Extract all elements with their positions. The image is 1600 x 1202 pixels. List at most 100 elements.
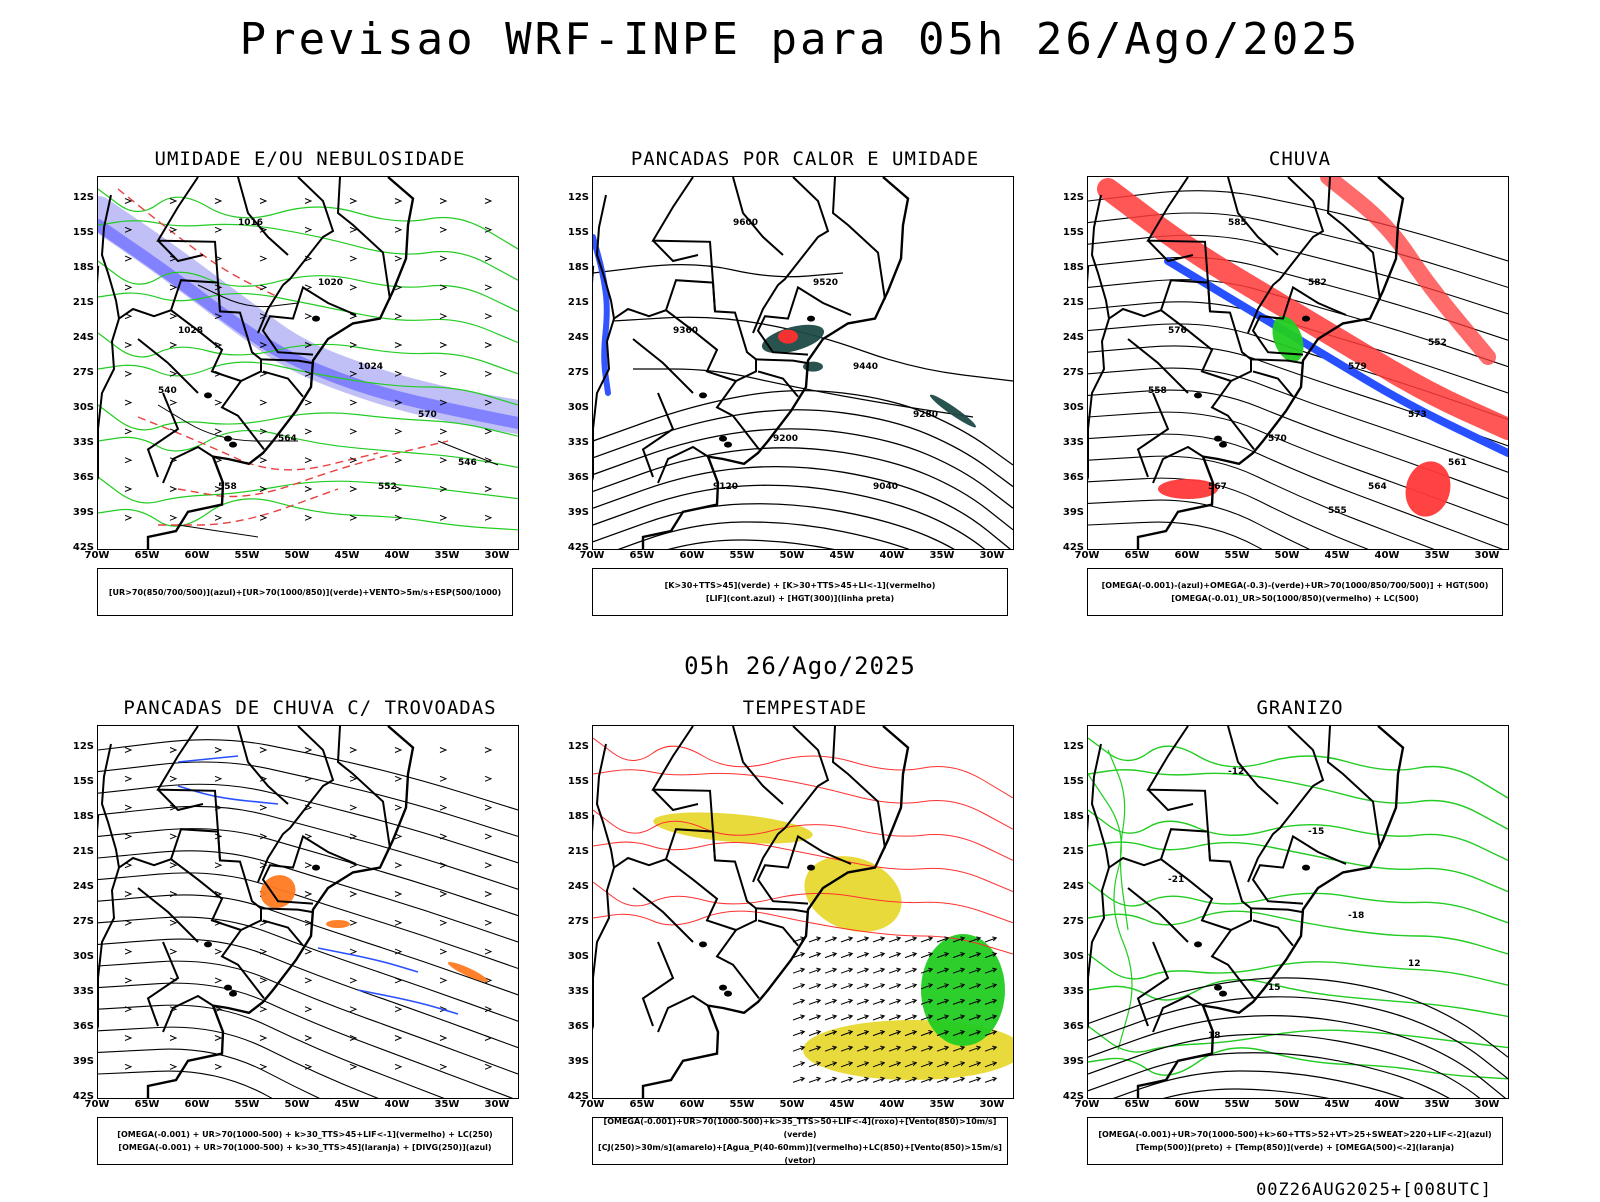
lon-tick-label: 55W [234,550,260,561]
lat-tick-label: 30S [567,951,589,962]
lon-tick-label: 55W [729,550,755,561]
lat-tick-label: 36S [1062,1021,1084,1032]
lon-tick-label: 45W [829,1099,855,1110]
lat-tick-label: 24S [567,881,589,892]
contour-label: 15 [1268,983,1281,993]
lon-tick-label: 60W [184,550,210,561]
lat-tick-label: 27S [72,367,94,378]
contour-label: 18 [1208,1031,1221,1041]
lat-tick-label: 33S [72,986,94,997]
contour-label: 9520 [813,278,838,288]
lat-tick-label: 21S [72,846,94,857]
lat-tick-label: 21S [567,297,589,308]
lon-tick-label: 35W [929,550,955,561]
contour-label: 558 [1148,386,1167,396]
lon-tick-label: 45W [829,550,855,561]
map-svg [98,726,518,1098]
panel-title: PANCADAS DE CHUVA C/ TROVOADAS [123,697,497,719]
lon-tick-label: 65W [1124,550,1150,561]
lon-tick-label: 30W [484,1099,510,1110]
lat-tick-label: 42S [72,542,94,553]
contour-label: 579 [1348,362,1367,372]
legend-line-2: [OMEGA(-0.01)_UR>50(1000/850)(vermelho) … [1171,594,1419,603]
lon-tick-label: 60W [1174,1099,1200,1110]
lat-tick-label: 36S [567,1021,589,1032]
lat-tick-label: 30S [1062,951,1084,962]
lon-tick-label: 35W [929,1099,955,1110]
contour-label: -18 [1348,911,1364,921]
lon-tick-label: 65W [1124,1099,1150,1110]
contour-label: 576 [1168,326,1187,336]
lon-tick-label: 30W [979,550,1005,561]
lat-tick-label: 33S [567,986,589,997]
contour-label: 552 [1428,338,1447,348]
panel-title: CHUVA [1268,148,1332,170]
panel-chuva: CHUVA 585 582 579 576 573 570 567 564 561 558 555 5… [1060,148,1540,653]
lat-tick-label: 24S [1062,881,1084,892]
legend-line-1: [UR>70(850/700/500)](azul)+[UR>70(1000/8… [108,587,502,597]
legend-line-2: [LIF](cont.azul) + [HGT(300)](linha pret… [705,594,895,603]
lat-tick-label: 18S [72,811,94,822]
lon-tick-label: 70W [1074,1099,1100,1110]
contour-label: 9120 [713,482,738,492]
main-title: Previsao WRF-INPE para 05h 26/Ago/2025 [239,14,1361,65]
legend-line-2: [CJ(250)>30m/s](amarelo)+[Agua_P(40-60mm… [598,1143,1002,1165]
lat-tick-label: 30S [72,402,94,413]
legend-box: [OMEGA(-0.001) + UR>70(1000-500) + k>30_… [97,1117,513,1165]
lon-tick-label: 65W [629,1099,655,1110]
run-stamp: 00Z26AUG2025+[008UTC] [1256,1180,1492,1200]
map-area: 585 582 579 576 573 570 567 564 561 558 555 552 [1087,176,1509,550]
contour-label: 9360 [673,326,698,336]
lon-tick-label: 45W [334,1099,360,1110]
lon-tick-label: 65W [629,550,655,561]
lat-tick-label: 12S [1062,741,1084,752]
legend-box: [OMEGA(-0.001)+UR>70(1000-500)+k>60+TTS>… [1087,1117,1503,1165]
legend-box: [UR>70(850/700/500)](azul)+[UR>70(1000/8… [97,568,513,616]
lat-tick-label: 33S [1062,986,1084,997]
lon-tick-label: 45W [334,550,360,561]
lat-tick-label: 15S [1062,776,1084,787]
lat-tick-label: 30S [567,402,589,413]
panel-title: PANCADAS POR CALOR E UMIDADE [630,148,980,170]
contour-label: 540 [158,386,177,396]
contour-label: 552 [378,482,397,492]
lat-tick-label: 21S [1062,297,1084,308]
lat-tick-label: 30S [1062,402,1084,413]
lon-tick-label: 50W [779,550,805,561]
panel-trovoadas: PANCADAS DE CHUVA C/ TROVOADAS [OMEGA(-0… [70,697,550,1202]
map-svg: 1016 1020 1024 1028 570 564 558 552 546 540 [98,177,518,549]
map-area [97,725,519,1099]
lon-tick-label: 30W [484,550,510,561]
contour-label: -15 [1308,827,1324,837]
contour-label: -21 [1168,875,1184,885]
lon-tick-label: 65W [134,1099,160,1110]
lon-tick-label: 30W [1474,1099,1500,1110]
lat-tick-label: 15S [1062,227,1084,238]
lon-tick-label: 55W [1224,1099,1250,1110]
lat-tick-label: 36S [72,1021,94,1032]
lat-tick-label: 42S [1062,1091,1084,1102]
map-svg: 9600 9520 9440 9360 9280 9200 9120 9040 [593,177,1013,549]
lon-tick-label: 40W [879,1099,905,1110]
contour-label: 567 [1208,482,1227,492]
lon-tick-label: 55W [1224,550,1250,561]
lon-tick-label: 30W [979,1099,1005,1110]
lon-tick-label: 40W [384,550,410,561]
lon-tick-label: 40W [1374,1099,1400,1110]
contour-label: 9280 [913,410,938,420]
lat-tick-label: 18S [72,262,94,273]
map-area: 1016 1020 1024 1028 570 564 558 552 546 540 [97,176,519,550]
lat-tick-label: 18S [567,811,589,822]
lon-tick-label: 50W [1274,550,1300,561]
contour-label: 564 [1368,482,1387,492]
lon-tick-label: 70W [1074,550,1100,561]
contour-label: 9600 [733,218,758,228]
lat-tick-label: 39S [1062,507,1084,518]
lat-tick-label: 24S [72,881,94,892]
contour-label: 573 [1408,410,1427,420]
lat-tick-label: 12S [72,192,94,203]
legend-line-2: [OMEGA(-0.001) + UR>70(1000-500) + k>30_… [118,1143,492,1152]
contour-label: 1024 [358,362,383,372]
lat-tick-label: 39S [72,1056,94,1067]
contour-label: 1028 [178,326,203,336]
